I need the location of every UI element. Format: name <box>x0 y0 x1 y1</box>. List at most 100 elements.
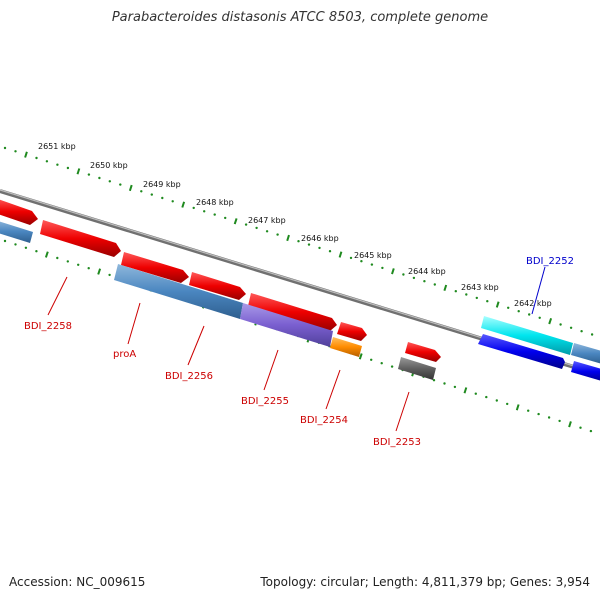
leader-line-BDI_2258 <box>47 276 68 316</box>
inner-scale-minor-tick <box>474 392 477 395</box>
outer-scale-minor-tick <box>244 223 248 226</box>
outer-scale-minor-tick <box>150 193 153 196</box>
outer-scale-minor-tick <box>192 206 195 210</box>
outer-scale-minor-tick <box>412 276 416 280</box>
outer-scale-minor-tick <box>297 240 300 243</box>
gene-label-BDI_2256[interactable]: BDI_2256 <box>165 371 213 382</box>
outer-scale-minor-tick <box>213 213 216 216</box>
gene-label-BDI_2252[interactable]: BDI_2252 <box>526 256 574 267</box>
outer-scale-major-tick <box>128 184 133 192</box>
feature-blocks <box>0 220 600 380</box>
inner-scale-minor-tick <box>56 256 59 260</box>
outer-scale-minor-tick <box>66 166 70 170</box>
outer-scale-minor-tick <box>465 293 468 296</box>
inner-scale-minor-tick <box>579 426 582 429</box>
inner-scale-minor-tick <box>485 395 488 399</box>
outer-scale-minor-tick <box>517 310 520 313</box>
outer-scale-minor-tick <box>276 233 279 236</box>
feature-block[interactable] <box>240 303 333 347</box>
outer-scale-minor-tick <box>507 306 510 309</box>
leader-line-BDI_2256 <box>187 325 205 366</box>
leader-line-BDI_2255 <box>263 349 279 391</box>
outer-scale-minor-tick <box>224 216 227 220</box>
gene-label-proA[interactable]: proA <box>113 349 136 360</box>
kbp-label-2642: 2642 kbp <box>514 299 552 308</box>
inner-scale-minor-tick <box>558 419 561 423</box>
inner-scale-minor-tick <box>547 416 551 419</box>
inner-scale-minor-tick <box>527 409 530 412</box>
outer-scale-major-tick <box>338 251 343 258</box>
feature-block[interactable] <box>330 337 362 357</box>
outer-scale-minor-tick <box>580 330 583 333</box>
inner-scale-minor-tick <box>14 243 17 246</box>
feature-block-cyan[interactable] <box>481 316 573 355</box>
inner-scale-major-tick <box>463 387 468 394</box>
outer-scale-minor-tick <box>140 190 143 193</box>
outer-scale-minor-tick <box>265 230 269 233</box>
inner-scale-minor-tick <box>589 429 593 433</box>
outer-scale-minor-tick <box>255 226 258 230</box>
gene-label-BDI_2255[interactable]: BDI_2255 <box>241 396 289 407</box>
gene-arrow-forward[interactable] <box>248 293 337 331</box>
outer-scale-minor-tick <box>360 260 363 263</box>
outer-scale-major-tick <box>181 201 186 208</box>
gene-arrow-forward[interactable] <box>189 272 246 300</box>
kbp-label-2651: 2651 kbp <box>38 142 76 151</box>
kbp-label-2645: 2645 kbp <box>354 251 392 260</box>
inner-scale-minor-tick <box>506 402 509 406</box>
gene-label-BDI_2253[interactable]: BDI_2253 <box>373 437 421 448</box>
outer-scale-minor-tick <box>475 296 478 300</box>
outer-scale-minor-tick <box>423 280 426 283</box>
gene-arrow-reverse[interactable] <box>478 334 565 369</box>
inner-scale-minor-tick <box>24 246 28 249</box>
gene-arrow-reverse[interactable] <box>571 361 600 382</box>
inner-scale-major-tick <box>568 421 572 428</box>
gene-label-BDI_2254[interactable]: BDI_2254 <box>300 415 348 426</box>
outer-scale-minor-tick <box>528 313 531 316</box>
leader-line-BDI_2252 <box>531 266 546 315</box>
gene-arrow-forward[interactable] <box>40 220 121 257</box>
kbp-label-2646: 2646 kbp <box>301 234 339 243</box>
forward-strand-genes <box>0 198 441 362</box>
inner-scale-minor-tick <box>77 263 80 266</box>
outer-scale-major-tick <box>495 301 500 308</box>
inner-scale-major-tick <box>97 268 102 275</box>
outer-scale-minor-tick <box>3 146 7 150</box>
kbp-label-2648: 2648 kbp <box>196 198 234 207</box>
outer-scale-minor-tick <box>87 173 91 176</box>
outer-scale-minor-tick <box>307 243 311 246</box>
leader-line-BDI_2254 <box>325 369 341 410</box>
outer-scale-minor-tick <box>318 246 321 250</box>
feature-block[interactable] <box>114 264 243 319</box>
outer-scale-major-tick <box>548 317 553 325</box>
inner-scale-minor-tick <box>432 379 436 382</box>
inner-scale-minor-tick <box>35 250 38 253</box>
kbp-scale-outer <box>3 146 594 336</box>
inner-scale-major-tick <box>358 353 363 360</box>
outer-scale-minor-tick <box>381 266 384 270</box>
gene-label-BDI_2258[interactable]: BDI_2258 <box>24 321 72 332</box>
outer-scale-minor-tick <box>349 256 353 260</box>
outer-scale-minor-tick <box>171 200 174 203</box>
outer-scale-major-tick <box>391 268 395 275</box>
gene-arrow-forward[interactable] <box>121 252 189 283</box>
gene-arrow-forward[interactable] <box>0 198 38 225</box>
outer-scale-minor-tick <box>590 333 594 336</box>
kbp-label-2643: 2643 kbp <box>461 283 499 292</box>
reverse-strand-genes <box>478 334 600 382</box>
outer-scale-major-tick <box>443 284 448 292</box>
outer-scale-minor-tick <box>370 263 374 266</box>
kbp-label-2647: 2647 kbp <box>248 216 286 225</box>
gene-arrow-forward[interactable] <box>405 342 441 362</box>
feature-block[interactable] <box>398 357 436 380</box>
outer-scale-minor-tick <box>433 283 436 286</box>
outer-scale-minor-tick <box>559 323 562 326</box>
feature-block[interactable] <box>0 220 33 243</box>
outer-scale-minor-tick <box>538 316 541 319</box>
feature-block[interactable] <box>571 343 600 364</box>
gene-arrow-forward[interactable] <box>337 322 367 341</box>
genome-title: Parabacteroides distasonis ATCC 8503, co… <box>111 10 489 25</box>
accession-label: Accession: NC_009615 <box>9 575 146 589</box>
inner-scale-minor-tick <box>495 399 498 402</box>
